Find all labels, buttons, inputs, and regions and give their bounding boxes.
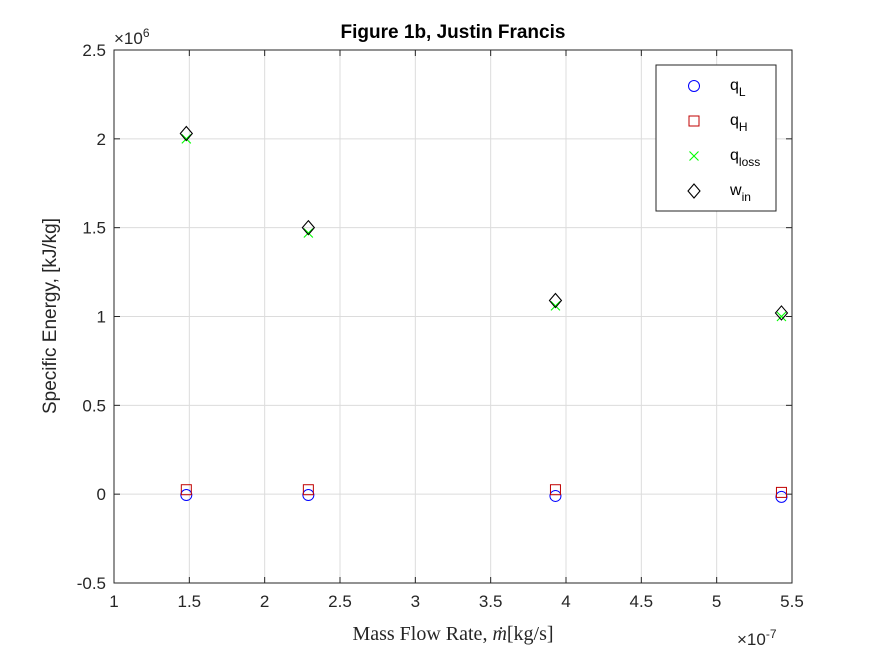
legend-marker-w-in <box>687 183 701 199</box>
y-tick-label: 2.5 <box>82 41 106 60</box>
point-w-in <box>774 305 789 321</box>
point-q-loss <box>303 228 314 238</box>
legend-box <box>655 64 777 212</box>
point-q-H <box>549 484 561 496</box>
legend: qL qH qloss win <box>655 64 777 212</box>
point-q-H <box>302 484 314 496</box>
legend-marker-q-L <box>688 80 700 92</box>
x-tick-label: 4.5 <box>630 592 654 611</box>
legend-label-w-in: win <box>729 182 751 204</box>
x-tick-label: 1.5 <box>178 592 202 611</box>
y-tick-label: 2 <box>97 130 106 149</box>
axes-box <box>113 49 793 584</box>
point-w-in <box>179 125 194 142</box>
x-multiplier-exponent: -7 <box>766 627 777 641</box>
x-axis-ticks: 1 1.5 2 2.5 3 3.5 4 4.5 5 5.5 <box>109 50 804 611</box>
y-tick-label: 0.5 <box>82 396 106 415</box>
y-multiplier-exponent: 6 <box>143 26 150 40</box>
y-tick-label: 1 <box>97 308 106 327</box>
x-multiplier-base: ×10 <box>737 630 766 649</box>
x-tick-label: 2 <box>260 592 269 611</box>
x-tick-label: 5.5 <box>780 592 804 611</box>
point-w-in <box>301 219 316 236</box>
y-tick-label: 0 <box>97 485 106 504</box>
point-q-loss <box>776 311 787 322</box>
legend-label-q-L: qL <box>730 77 746 99</box>
legend-label-q-H: qH <box>730 112 748 134</box>
x-axis-label-text: Mass Flow Rate, <box>352 623 492 645</box>
x-axis-label-unit: [kg/s] <box>507 623 554 645</box>
x-tick-label: 3.5 <box>479 592 503 611</box>
point-q-loss <box>550 300 561 311</box>
legend-label-q-loss: qloss <box>730 147 760 169</box>
point-w-in <box>548 292 563 309</box>
y-multiplier: ×106 <box>114 26 150 48</box>
data-points <box>179 125 789 503</box>
y-tick-label: -0.5 <box>77 574 106 593</box>
legend-marker-q-H <box>688 115 700 127</box>
x-tick-label: 3 <box>411 592 420 611</box>
x-multiplier: ×10-7 <box>737 627 777 649</box>
point-q-loss <box>181 133 192 144</box>
legend-marker-q-loss <box>689 151 699 161</box>
point-q-H <box>180 484 192 496</box>
y-multiplier-base: ×10 <box>114 29 143 48</box>
point-q-H <box>775 486 787 498</box>
y-axis-label: Specific Energy, [kJ/kg] <box>40 218 61 414</box>
x-tick-label: 2.5 <box>328 592 352 611</box>
x-tick-label: 5 <box>712 592 721 611</box>
x-tick-label: 4 <box>561 592 570 611</box>
chart-title: Figure 1b, Justin Francis <box>341 22 566 43</box>
x-axis-label-variable: ṁ <box>492 623 506 645</box>
x-axis-label: Mass Flow Rate, ṁ[kg/s] <box>352 623 553 645</box>
y-tick-label: 1.5 <box>82 219 106 238</box>
x-tick-label: 1 <box>109 592 118 611</box>
y-axis-ticks: -0.5 0 0.5 1 1.5 2 2.5 <box>77 41 792 593</box>
point-q-L <box>549 489 562 502</box>
